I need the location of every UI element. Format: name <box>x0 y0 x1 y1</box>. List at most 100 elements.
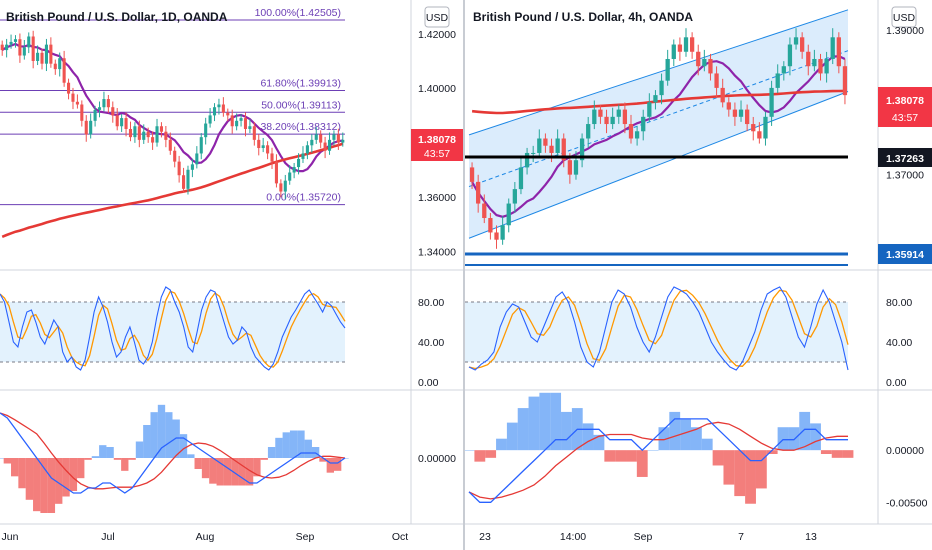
support-level-badge: 1.37263 <box>878 148 932 167</box>
candle-body <box>732 109 738 117</box>
currency-button[interactable] <box>424 6 450 28</box>
macd-histogram-bar <box>496 438 507 451</box>
candle-body <box>469 167 475 182</box>
candle-body <box>653 95 658 103</box>
macd-histogram-bar <box>91 456 100 458</box>
candle-body <box>159 126 163 132</box>
candle-body <box>702 58 707 67</box>
price-tick-label: 1.34000 <box>418 246 456 258</box>
macd-histogram-bar <box>799 411 811 451</box>
macd-histogram-bar <box>47 458 56 513</box>
currency-button[interactable] <box>891 6 917 28</box>
candle-body <box>53 63 57 70</box>
macd-histogram-bar <box>165 412 173 458</box>
candle-body <box>297 158 301 168</box>
macd-histogram-bar <box>187 454 195 458</box>
candle-body <box>818 58 823 74</box>
stoch-d-line <box>468 289 849 370</box>
candle-body <box>226 112 230 116</box>
macd-line <box>468 418 848 503</box>
macd-histogram-bar <box>604 450 616 462</box>
macd-histogram-bar <box>113 458 122 460</box>
candle-body <box>279 183 283 192</box>
candle-body <box>708 58 713 74</box>
macd-histogram-bar <box>69 458 78 491</box>
stoch-d-line <box>0 290 346 368</box>
time-tick-label: 7 <box>738 531 744 543</box>
candle-body <box>744 109 750 125</box>
candle-body <box>13 39 18 42</box>
candle-body <box>274 161 278 184</box>
moving-average-slow-line <box>1 142 344 239</box>
macd-histogram-bar <box>18 458 26 489</box>
macd-histogram-bar <box>517 408 529 451</box>
time-tick-label: Jun <box>2 531 19 543</box>
candle-body <box>604 116 609 125</box>
macd-line <box>0 412 346 494</box>
candle-body <box>146 131 150 138</box>
time-tick-label: Aug <box>196 531 215 543</box>
candle-body <box>671 44 676 59</box>
candle-body <box>518 167 524 190</box>
candle-body <box>40 52 44 64</box>
price-tick-label: 1.39000 <box>886 25 924 37</box>
candle-body <box>266 145 270 154</box>
macd-histogram-bar <box>701 438 713 451</box>
macd-histogram-bar <box>788 427 800 451</box>
price-tick-label: 1.37000 <box>886 170 924 182</box>
candle-body <box>647 102 652 117</box>
macd-histogram-bar <box>319 458 327 462</box>
macd-histogram-bar <box>615 450 627 462</box>
fib-level-label: 50.00%(1.39113) <box>261 99 341 111</box>
macd-histogram-bar <box>474 450 486 462</box>
candle-body <box>5 44 9 51</box>
moving-average-fast-line <box>471 54 846 218</box>
chart-4h[interactable]: 80.00 40.00 0.00 0.00000 -0.00500 British P… <box>465 0 932 550</box>
last-price-badge: 1.38078 43:57 <box>411 129 463 161</box>
macd-histogram-bar <box>820 450 832 454</box>
candle-body <box>84 120 88 135</box>
chart-daily[interactable]: 100.00%(1.42505) 61.80%(1.39913) 50.00%(1.… <box>0 0 463 550</box>
macd-histogram-bar <box>734 450 746 497</box>
macd-histogram-bar <box>33 458 41 512</box>
time-axis[interactable]: Jun Jul Aug Sep Oct <box>2 531 409 543</box>
candle-body <box>628 124 634 139</box>
currency-label: USD <box>426 12 449 24</box>
candle-body <box>75 101 79 105</box>
price-tick-label: 1.40000 <box>418 83 456 95</box>
candle-body <box>793 37 799 45</box>
macd-histogram-bar <box>40 458 48 513</box>
macd-tick-label: 0.00000 <box>886 445 924 457</box>
candle-body <box>257 139 261 149</box>
stoch-tick-label: 0.00 <box>418 377 439 389</box>
time-axis[interactable]: 23 14:00 Sep 7 13 <box>479 531 817 543</box>
candle-body <box>283 180 287 192</box>
price-axis[interactable]: 1.39000 1.37000 <box>886 25 924 182</box>
candle-body <box>239 118 243 121</box>
time-tick-label: Sep <box>296 531 315 543</box>
low-level-value: 1.35914 <box>886 249 924 261</box>
candle-body <box>111 107 115 116</box>
candle-body <box>173 150 177 162</box>
chart-pane-4h[interactable]: 80.00 40.00 0.00 0.00000 -0.00500 British P… <box>465 0 932 550</box>
macd-histogram-bar <box>231 458 239 486</box>
macd-histogram-bar <box>745 450 756 504</box>
pane-divider[interactable] <box>463 0 465 550</box>
candle-body <box>836 37 841 67</box>
candle-body <box>44 44 48 64</box>
candle-body <box>634 131 640 139</box>
price-tick-label: 1.36000 <box>418 192 456 204</box>
candle-body <box>314 134 318 140</box>
macd-histogram-bar <box>150 412 158 458</box>
time-tick-label: Jul <box>101 531 114 543</box>
time-tick-label: Oct <box>392 531 408 543</box>
macd-histogram-bar <box>723 450 735 485</box>
stoch-tick-label: 40.00 <box>886 337 912 349</box>
stoch-band <box>0 302 345 362</box>
candle-body <box>696 51 701 67</box>
time-tick-label: Sep <box>634 531 653 543</box>
macd-histogram-bar <box>506 422 518 451</box>
chart-pane-daily[interactable]: 100.00%(1.42505) 61.80%(1.39913) 50.00%(1.… <box>0 0 463 550</box>
candle-body <box>120 118 124 127</box>
macd-histogram-bar <box>669 411 681 451</box>
